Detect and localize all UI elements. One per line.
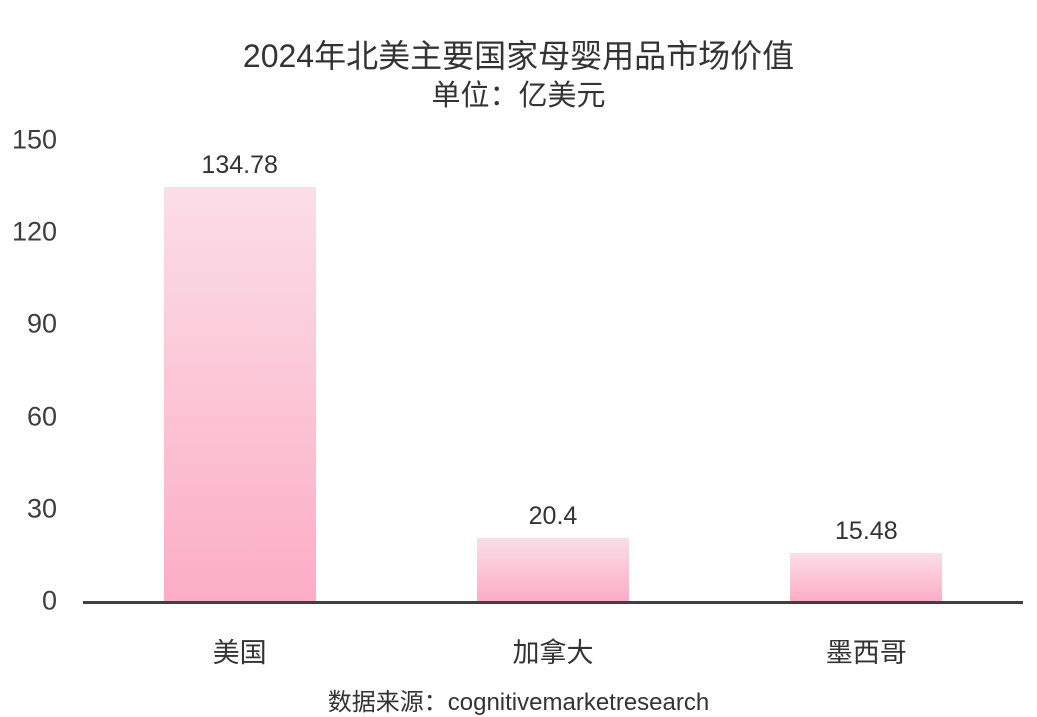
bar-group: 134.78 — [163, 150, 316, 601]
x-axis-labels: 美国 加拿大 墨西哥 — [83, 604, 1023, 670]
bar-chart: 0 30 60 90 120 150 134.78 20.4 15.48 美国 加拿大 墨西哥 — [0, 125, 1023, 670]
y-tick-label: 0 — [41, 585, 57, 616]
bar-2 — [790, 553, 943, 601]
bar-band: 134.78 — [83, 140, 396, 601]
x-axis-label: 美国 — [212, 638, 267, 668]
bar-value-label: 134.78 — [201, 150, 278, 179]
chart-subtitle: 单位：亿美元 — [431, 80, 606, 112]
bar-group: 15.48 — [790, 517, 943, 601]
x-axis-label: 加拿大 — [512, 638, 594, 668]
bar-value-label: 20.4 — [528, 502, 578, 531]
source-note: 数据来源：cognitivemarketresearch — [327, 689, 710, 716]
bar-band: 15.48 — [710, 140, 1023, 601]
bar-1 — [476, 538, 629, 601]
y-tick-label: 90 — [26, 308, 57, 339]
y-tick-label: 30 — [26, 493, 57, 524]
y-tick-label: 120 — [11, 216, 57, 247]
bar-band: 20.4 — [396, 140, 709, 601]
y-tick-label: 60 — [26, 401, 57, 432]
y-axis: 0 30 60 90 120 150 — [0, 125, 83, 616]
bar-group: 20.4 — [476, 502, 629, 601]
chart-title: 2024年北美主要国家母婴用品市场价值 — [242, 38, 795, 74]
x-axis-label: 墨西哥 — [825, 638, 907, 668]
bar-0 — [163, 186, 316, 601]
bar-value-label: 15.48 — [835, 517, 898, 546]
plot-area: 134.78 20.4 15.48 — [83, 140, 1023, 604]
y-tick-label: 150 — [11, 124, 57, 155]
